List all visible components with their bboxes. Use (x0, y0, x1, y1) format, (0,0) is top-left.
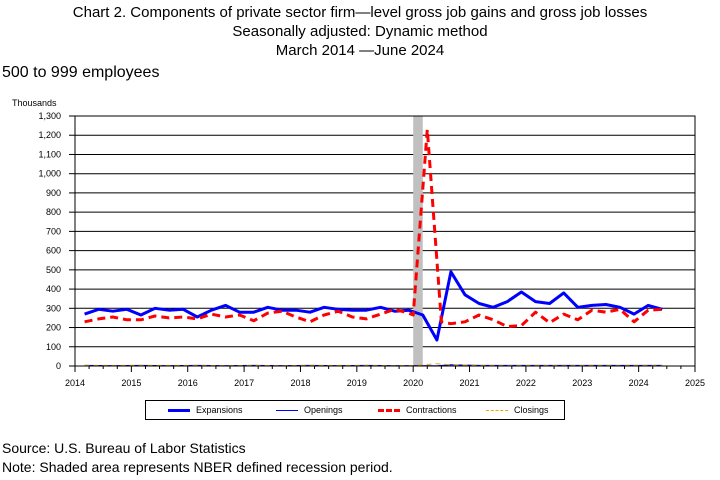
legend-item-openings: Openings (276, 401, 343, 419)
legend-swatch (378, 408, 400, 412)
x-tick-label: 2020 (403, 378, 423, 388)
legend-swatch (168, 408, 190, 412)
y-tick-label: 900 (46, 188, 61, 198)
x-tick-label: 2024 (629, 378, 649, 388)
legend-item-closings: Closings (486, 401, 549, 419)
chart-title-line-2: Seasonally adjusted: Dynamic method (232, 23, 488, 40)
y-tick-label: 1,000 (38, 169, 61, 179)
axis-layer: 0 100 200 300 400 500 600 700 800 900 1,000 1,100 1,… (38, 111, 705, 388)
legend-item-contractions: Contractions (378, 401, 457, 419)
x-tick-label: 2021 (460, 378, 480, 388)
grid-layer (75, 115, 695, 367)
y-tick-label: 600 (46, 246, 61, 256)
series-layer (84, 128, 663, 367)
series-line-expansions (84, 270, 663, 342)
y-tick-label: 1,300 (38, 111, 61, 121)
x-tick-label: 2014 (65, 378, 85, 388)
y-tick-label: 800 (46, 207, 61, 217)
x-tick-label: 2015 (121, 378, 141, 388)
legend: Expansions Openings Contractions Closings (145, 400, 565, 420)
legend-label: Closings (514, 405, 549, 415)
y-tick-label: 0 (56, 361, 61, 371)
y-tick-label: 200 (46, 323, 61, 333)
y-tick-label: 100 (46, 342, 61, 352)
legend-label: Openings (304, 405, 343, 415)
legend-swatch (276, 409, 298, 411)
y-tick-label: 400 (46, 284, 61, 294)
chart-title-line-3: March 2014 —June 2024 (275, 42, 445, 59)
y-axis-label: Thousands (12, 98, 57, 108)
legend-swatch (486, 409, 508, 411)
x-tick-label: 2019 (347, 378, 367, 388)
x-tick-label: 2022 (516, 378, 536, 388)
y-tick-label: 700 (46, 226, 61, 236)
legend-item-expansions: Expansions (168, 401, 243, 419)
chart-title-line-1: Chart 2. Components of private sector fi… (72, 4, 648, 21)
x-tick-label: 2016 (178, 378, 198, 388)
y-tick-label: 300 (46, 303, 61, 313)
chart-subtitle: 500 to 999 employees (2, 64, 160, 81)
x-tick-label: 2018 (290, 378, 310, 388)
source-note: Source: U.S. Bureau of Labor Statistics (2, 440, 246, 456)
x-tick-label: 2017 (234, 378, 254, 388)
y-tick-label: 1,200 (38, 130, 61, 140)
y-tick-label: 1,100 (38, 149, 61, 159)
recession-note: Note: Shaded area represents NBER define… (2, 459, 393, 475)
y-tick-label: 500 (46, 265, 61, 275)
x-tick-label: 2023 (572, 378, 592, 388)
series-line-contractions (84, 128, 663, 329)
legend-label: Expansions (196, 405, 243, 415)
plot-frame (74, 115, 696, 367)
legend-label: Contractions (406, 405, 457, 415)
x-tick-label: 2025 (685, 378, 705, 388)
